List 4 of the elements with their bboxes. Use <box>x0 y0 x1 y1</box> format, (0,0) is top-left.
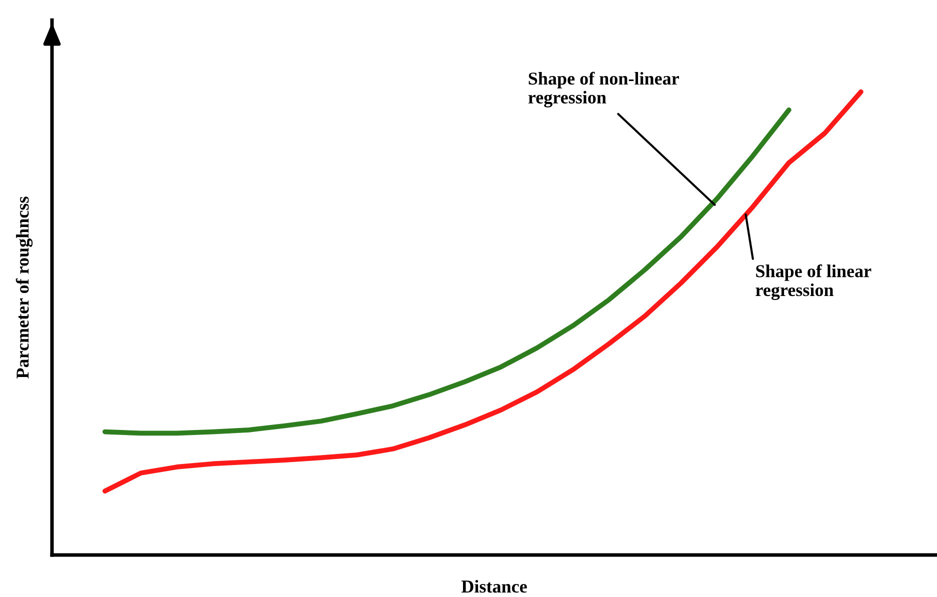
annotation: Shape of linear regression <box>756 264 872 300</box>
y-axis-title: Parcmeter of roughncss <box>16 196 33 378</box>
x-axis-title: Distance <box>461 580 527 593</box>
annotation: Shape of non-linear regression <box>528 72 679 108</box>
